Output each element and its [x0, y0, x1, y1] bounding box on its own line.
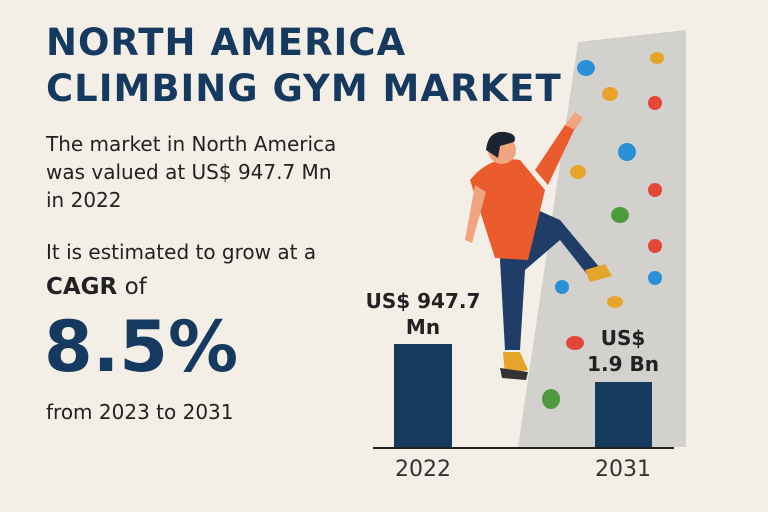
climbing-wall [518, 30, 686, 447]
title-line-2: CLIMBING GYM MARKET [46, 67, 562, 110]
title-line-1: NORTH AMERICA [46, 21, 407, 64]
cagr-of: of [117, 274, 147, 300]
data-label-2031-line2: 1.9 Bn [587, 352, 659, 376]
data-label-2022: US$ 947.7 Mn [363, 288, 483, 340]
x-tick-2022: 2022 [395, 457, 451, 482]
market-value-text: The market in North America was valued a… [46, 130, 336, 214]
cagr-label: CAGR [46, 274, 118, 300]
bar-2031 [595, 382, 652, 447]
intro-line-2: was valued at US$ 947.7 Mn [46, 160, 332, 184]
period-text: from 2023 to 2031 [46, 400, 234, 424]
bar-2022 [394, 344, 452, 447]
data-label-2022-line2: Mn [405, 315, 441, 339]
intro-line-3: in 2022 [46, 188, 122, 212]
page-title: NORTH AMERICA CLIMBING GYM MARKET [46, 20, 562, 112]
x-axis-line [373, 447, 674, 449]
intro-line-1: The market in North America [46, 132, 337, 156]
cagr-label-line: CAGR of [46, 274, 147, 300]
data-label-2022-line1: US$ 947.7 [365, 289, 481, 313]
cagr-value: 8.5% [44, 306, 239, 388]
climber-figure [465, 112, 612, 380]
growth-text: It is estimated to grow at a [46, 240, 317, 264]
data-label-2031: US$ 1.9 Bn [573, 325, 673, 377]
data-label-2031-line1: US$ [600, 326, 646, 350]
climbing-holds [542, 52, 664, 409]
x-tick-2031: 2031 [595, 457, 651, 482]
